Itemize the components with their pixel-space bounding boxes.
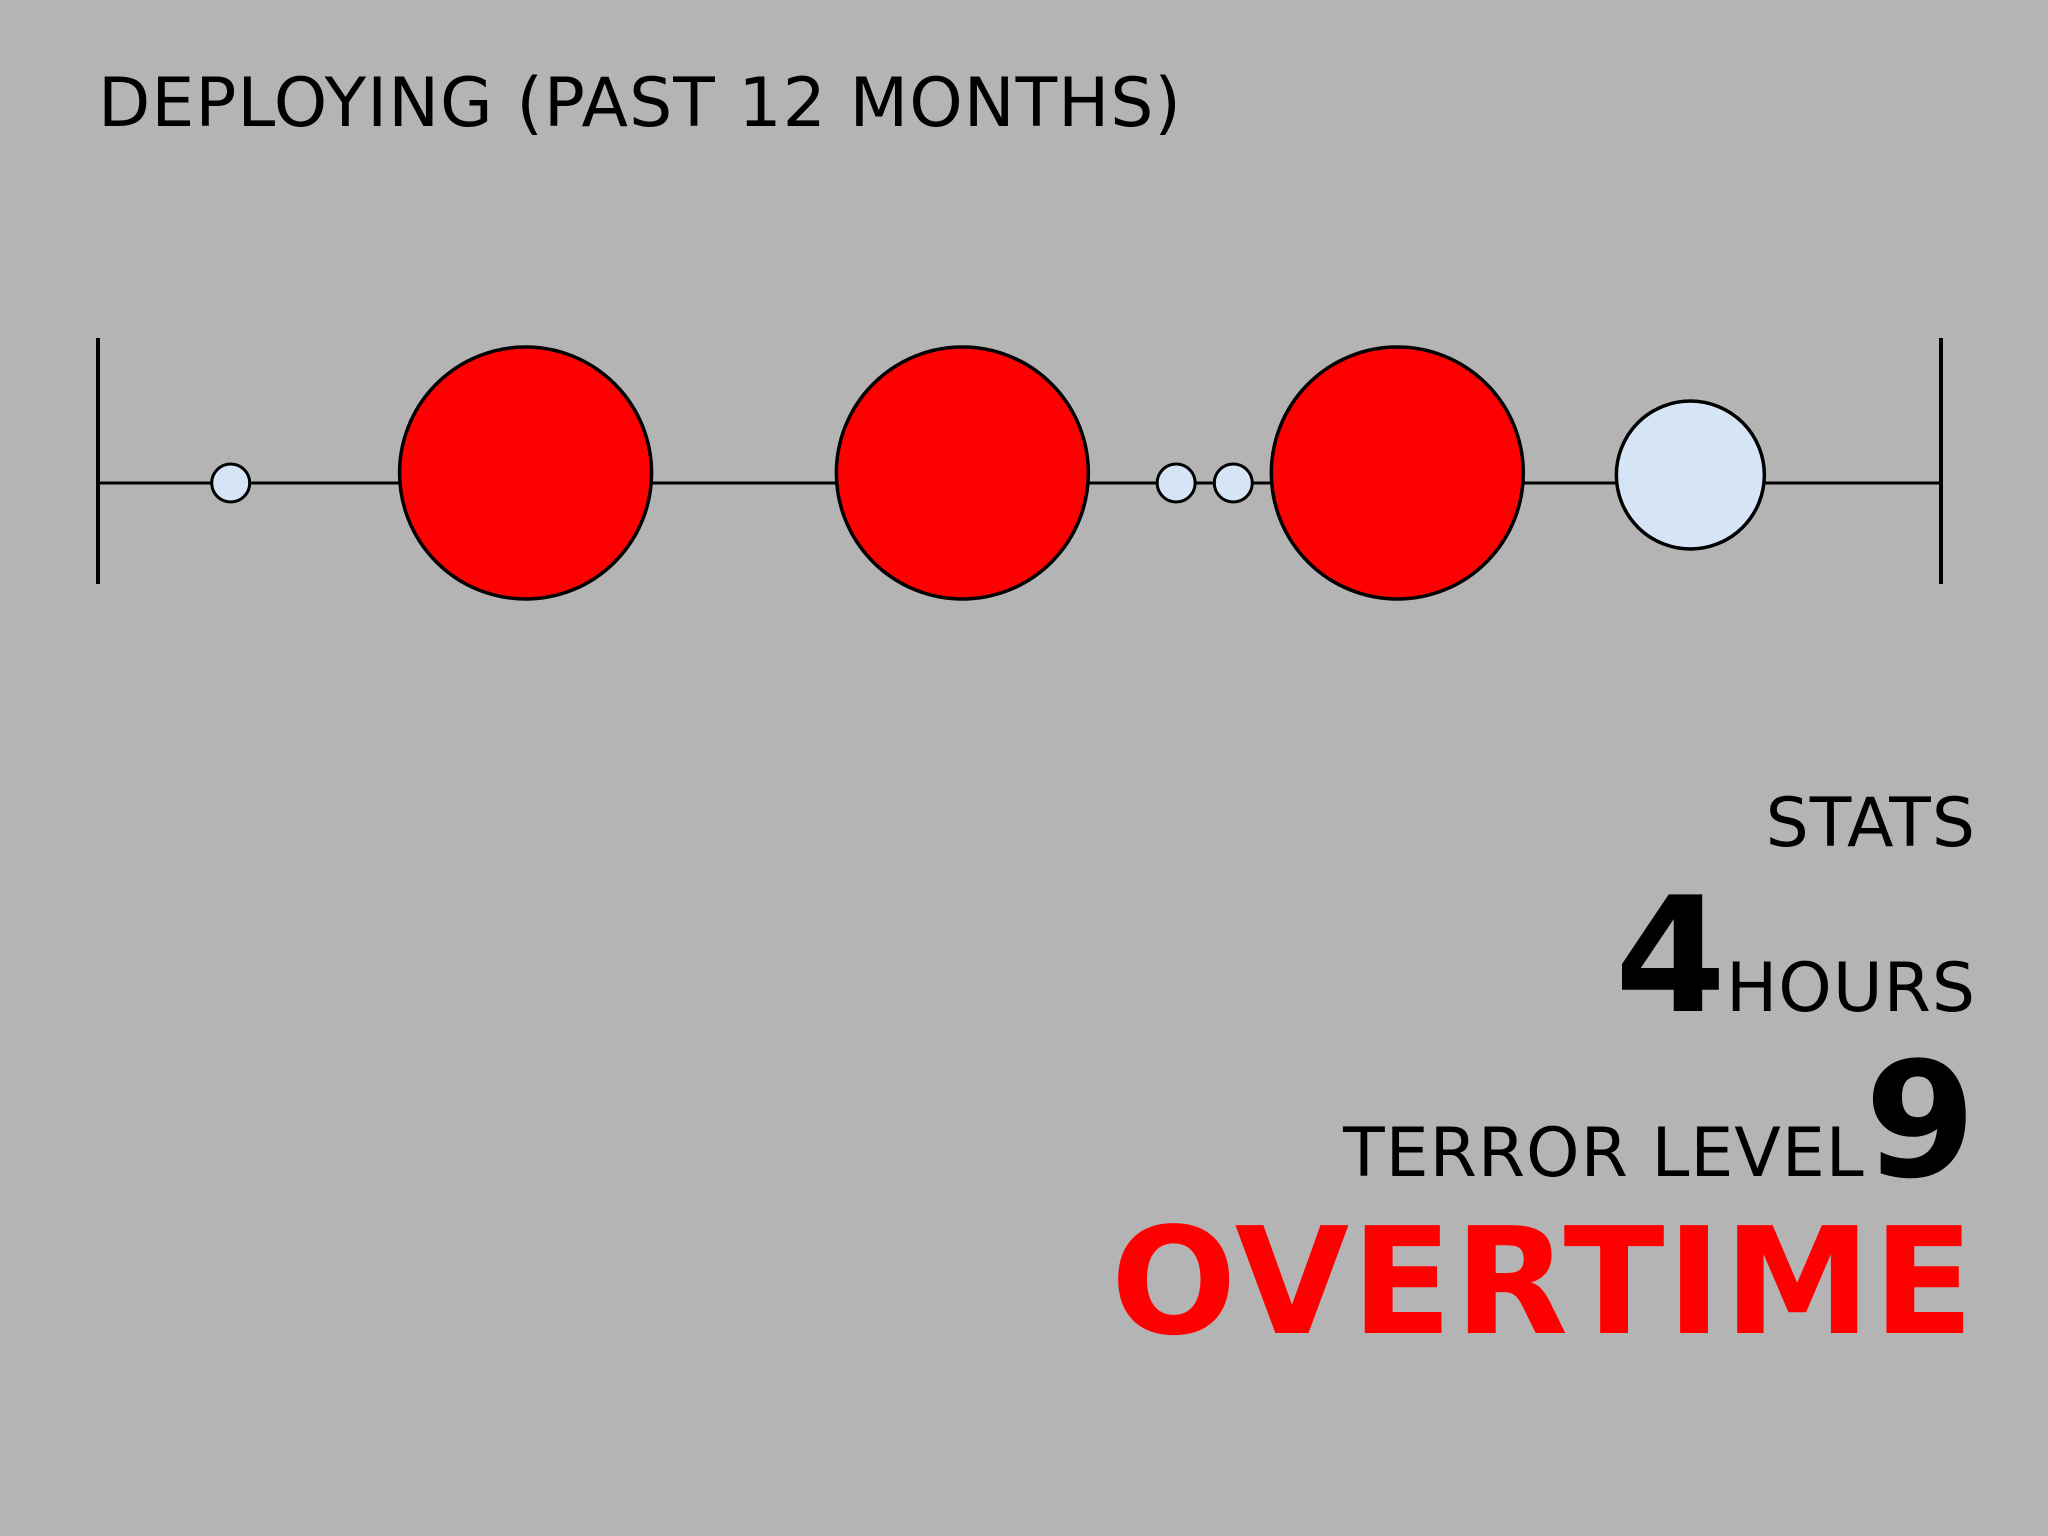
major-event-marker-2 [397,345,654,601]
terror-level-label: TERROR LEVEL [1343,1114,1865,1193]
timeline-events [210,345,1767,601]
major-event-marker-6 [1269,345,1526,601]
page-title: DEPLOYING (PAST 12 MONTHS) [98,64,1182,143]
deployment-timeline [96,338,1943,601]
minor-event-marker-7 [1614,399,1767,551]
stats-panel: STATS 4HOURS TERROR LEVEL9 OVERTIME [1110,784,1976,1368]
stats-heading: STATS [1765,784,1976,863]
minor-event-marker-4 [1155,462,1197,504]
hours-unit: HOURS [1726,949,1976,1028]
major-event-marker-3 [834,345,1091,601]
hours-value: 4 [1614,862,1727,1049]
minor-event-marker-1 [210,462,252,504]
minor-event-marker-5 [1212,462,1254,504]
terror-level-value: 9 [1864,1027,1976,1214]
status-overtime: OVERTIME [1110,1196,1976,1368]
terror-level-stat: TERROR LEVEL9 [1111,1041,1976,1201]
hours-stat: 4HOURS [1111,876,1976,1036]
